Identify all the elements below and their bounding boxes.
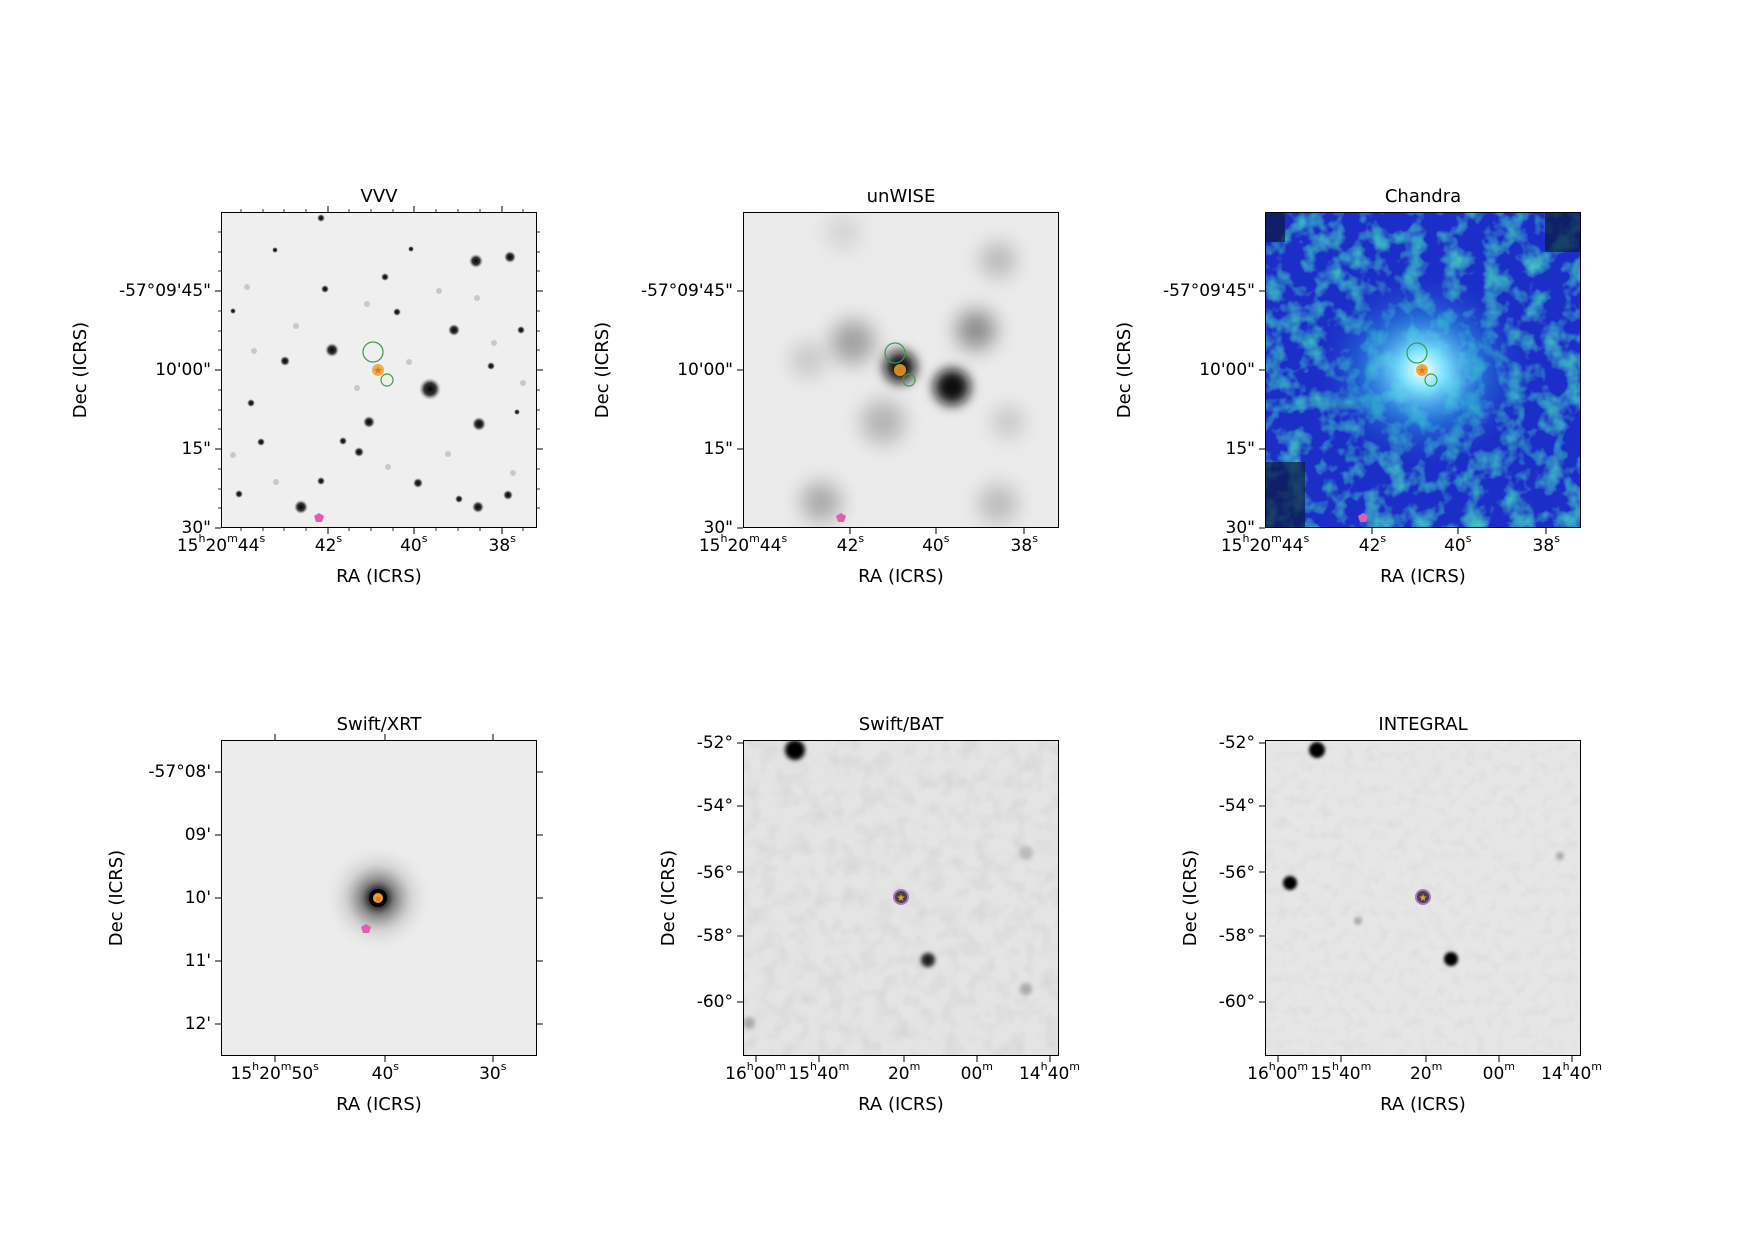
y-tick-label: 09' xyxy=(184,824,211,845)
y-tick-label: -54° xyxy=(1218,796,1255,817)
y-tick-label: -56° xyxy=(1218,862,1255,883)
y-tick-label: 10'00" xyxy=(1199,360,1255,380)
panel-title: Chandra xyxy=(1384,186,1462,207)
panel-title: VVV xyxy=(360,186,398,207)
y-tick-label: -52° xyxy=(696,733,733,754)
x-tick-label: 16h00m xyxy=(1247,1060,1309,1084)
integral-panel: INTEGRAL ★ xyxy=(1180,714,1602,1115)
svg-text:★: ★ xyxy=(897,893,906,904)
y-tick-label: 12' xyxy=(184,1014,211,1035)
y-tick-label: -58° xyxy=(1218,925,1255,946)
y-tick-label: 15" xyxy=(1225,439,1255,459)
svg-text:★: ★ xyxy=(373,364,383,377)
x-tick-label: 40s xyxy=(1444,532,1472,556)
x-axis-label: RA (ICRS) xyxy=(1380,1094,1466,1115)
swift-bat-panel: Swift/BAT ★ xyxy=(658,714,1080,1115)
x-tick-label: 15h20m50s xyxy=(230,1060,319,1084)
axes-frame xyxy=(1259,740,1581,1062)
x-tick-label: 20m xyxy=(1409,1060,1443,1084)
y-tick-label: 10' xyxy=(184,888,211,908)
y-tick-label: -57°09'45" xyxy=(1162,281,1255,301)
swift-xrt-panel: Swift/XRT ★ xyxy=(106,714,543,1115)
axes-frame xyxy=(1259,212,1581,534)
x-tick-label: 14h40m xyxy=(1541,1060,1603,1084)
x-tick-label: 38s xyxy=(1010,532,1038,556)
vvv-image: ★ xyxy=(221,212,537,528)
panel-title: Swift/BAT xyxy=(858,714,944,735)
x-tick-label: 40s xyxy=(922,532,950,556)
x-tick-label: 42s xyxy=(836,532,865,556)
svg-text:★: ★ xyxy=(374,894,383,905)
swift-xrt-image: ★ xyxy=(221,740,537,1056)
y-tick-label: -57°08' xyxy=(148,761,211,782)
panel-title: Swift/XRT xyxy=(336,714,422,735)
svg-text:★: ★ xyxy=(1419,893,1428,904)
y-tick-label: 15" xyxy=(181,439,211,459)
x-tick-label: 40s xyxy=(371,1060,399,1084)
swift-bat-image: ★ xyxy=(743,740,1059,1056)
axes-frame xyxy=(737,212,1059,534)
x-tick-label: 14h40m xyxy=(1019,1060,1081,1084)
x-tick-label: 15h20m44s xyxy=(698,532,788,556)
y-tick-label: 30" xyxy=(703,518,733,538)
integral-image: ★ xyxy=(1265,740,1581,1056)
x-tick-label: 15h40m xyxy=(788,1060,850,1084)
svg-text:★: ★ xyxy=(895,364,905,377)
y-tick-label: -57°09'45" xyxy=(640,281,733,301)
unwise-image: ★ xyxy=(743,212,1059,528)
axes-frame xyxy=(215,734,543,1062)
y-tick-label: 15" xyxy=(703,439,733,459)
y-tick-label: -56° xyxy=(696,862,733,883)
y-tick-label: 10'00" xyxy=(677,360,733,380)
x-tick-label: 16h00m xyxy=(725,1060,787,1084)
svg-text:★: ★ xyxy=(1417,364,1427,377)
x-tick-label: 00m xyxy=(960,1060,994,1084)
x-tick-label: 15h40m xyxy=(1310,1060,1372,1084)
x-axis-label: RA (ICRS) xyxy=(336,1094,422,1115)
x-axis-label: RA (ICRS) xyxy=(858,566,944,587)
x-tick-label: 42s xyxy=(1358,532,1387,556)
axes-frame xyxy=(215,206,543,534)
y-tick-label: 10'00" xyxy=(155,360,211,380)
y-tick-label: 30" xyxy=(181,518,211,538)
x-tick-label: 15h20m44s xyxy=(1220,532,1310,556)
x-tick-label: 20m xyxy=(887,1060,921,1084)
x-tick-label: 30s xyxy=(479,1060,507,1084)
y-tick-label: -60° xyxy=(1218,992,1255,1013)
x-tick-label: 38s xyxy=(488,532,516,556)
panel-title: unWISE xyxy=(866,186,936,207)
axes-frame xyxy=(737,740,1059,1062)
y-tick-label: -60° xyxy=(696,992,733,1013)
y-tick-label: 30" xyxy=(1225,518,1255,538)
y-tick-label: -52° xyxy=(1218,733,1255,754)
y-tick-label: -57°09'45" xyxy=(118,281,211,301)
x-axis-label: RA (ICRS) xyxy=(336,566,422,587)
chandra-panel: Chandra xyxy=(1114,186,1581,587)
chandra-image: ★ xyxy=(1265,212,1581,528)
unwise-panel: unWISE xyxy=(592,186,1059,587)
x-axis-label: RA (ICRS) xyxy=(1380,566,1466,587)
y-tick-label: -54° xyxy=(696,796,733,817)
x-axis-label: RA (ICRS) xyxy=(858,1094,944,1115)
x-tick-label: 40s xyxy=(400,532,428,556)
panel-title: INTEGRAL xyxy=(1378,714,1468,735)
x-tick-label: 00m xyxy=(1482,1060,1516,1084)
y-tick-label: -58° xyxy=(696,925,733,946)
vvv-panel: VVV xyxy=(70,186,543,587)
x-tick-label: 38s xyxy=(1532,532,1560,556)
x-tick-label: 15h20m44s xyxy=(176,532,266,556)
x-tick-label: 42s xyxy=(314,532,343,556)
y-tick-label: 11' xyxy=(184,951,211,972)
